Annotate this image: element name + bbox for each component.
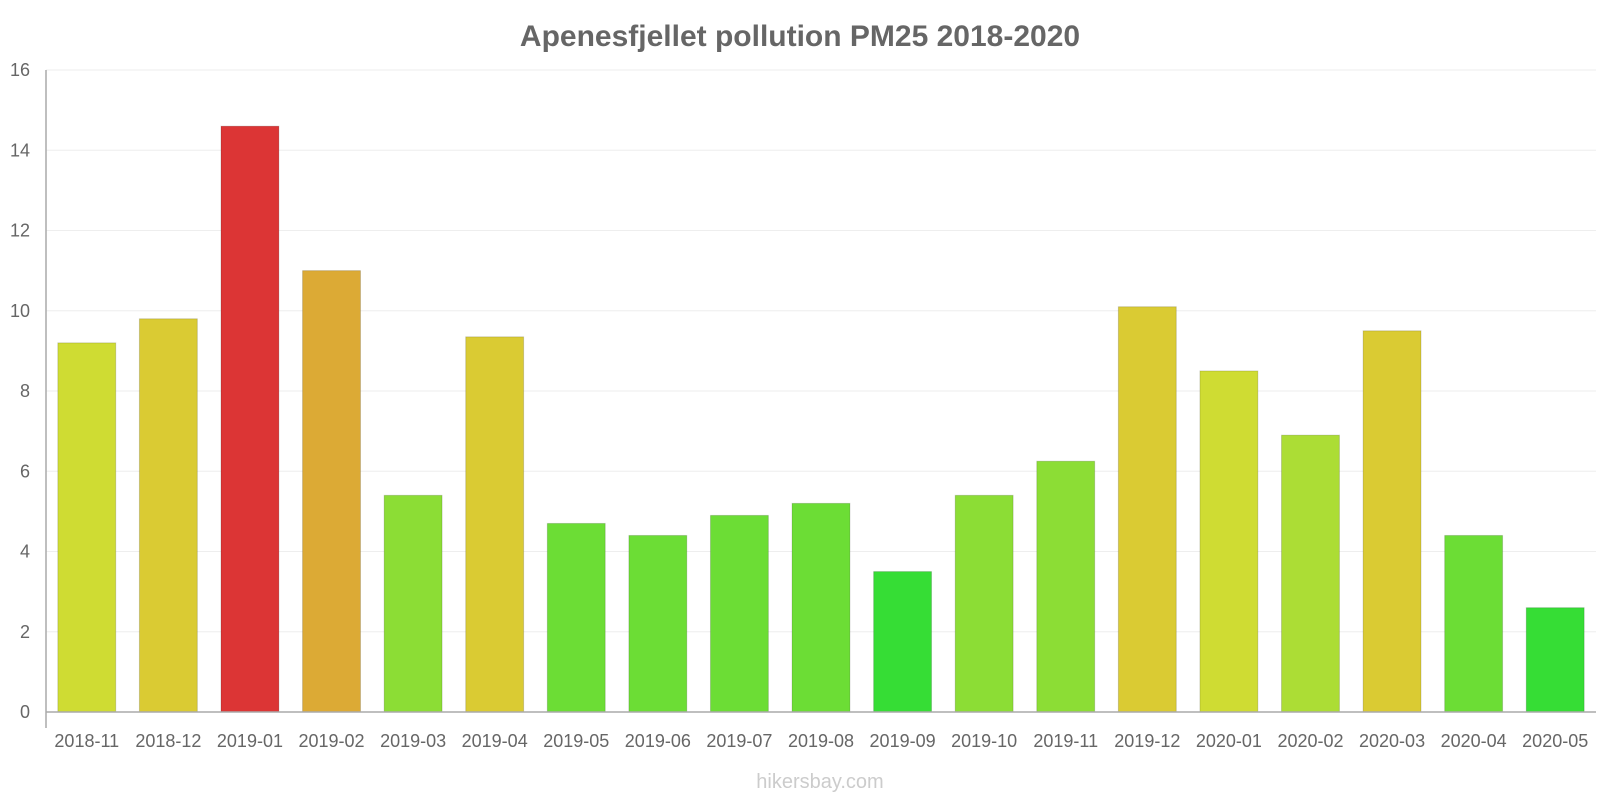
- x-tick-label: 2019-11: [1033, 731, 1098, 751]
- y-axis-ticks: 0 2 4 6 8 10 12 14 16: [10, 60, 30, 722]
- x-tick-label: 2019-07: [706, 731, 772, 751]
- x-tick-label: 2019-03: [380, 731, 446, 751]
- bar-2019-01[interactable]: [220, 125, 280, 713]
- x-tick-label: 2020-03: [1359, 731, 1425, 751]
- x-tick-label: 2020-01: [1196, 731, 1262, 751]
- x-tick-label: 2018-11: [54, 731, 119, 751]
- bar-2020-05[interactable]: [1525, 607, 1585, 713]
- bar-2019-03[interactable]: [383, 494, 443, 713]
- bar-2018-12[interactable]: [138, 318, 198, 713]
- y-tick-label: 14: [10, 140, 30, 160]
- bar-2020-01[interactable]: [1199, 370, 1259, 713]
- x-tick-label: 2019-06: [625, 731, 691, 751]
- bar-2019-10[interactable]: [954, 494, 1014, 713]
- x-tick-label: 2019-08: [788, 731, 854, 751]
- bar-2019-08[interactable]: [791, 502, 851, 713]
- bar-2019-12[interactable]: [1117, 306, 1177, 713]
- bar-2019-02[interactable]: [302, 270, 361, 713]
- bar-2019-11[interactable]: [1036, 460, 1096, 713]
- y-tick-label: 10: [10, 301, 30, 321]
- chart-title: Apenesfjellet pollution PM25 2018-2020: [520, 20, 1080, 53]
- y-tick-label: 2: [20, 622, 30, 642]
- bar-2019-09[interactable]: [873, 571, 933, 713]
- x-tick-label: 2020-04: [1441, 731, 1507, 751]
- y-tick-label: 0: [20, 702, 30, 722]
- y-tick-label: 8: [20, 381, 30, 401]
- bar-2020-04[interactable]: [1444, 534, 1504, 713]
- x-tick-label: 2019-04: [462, 731, 528, 751]
- y-tick-label: 12: [10, 221, 30, 241]
- watermark: hikersbay.com: [756, 771, 883, 793]
- x-tick-label: 2019-12: [1114, 731, 1180, 751]
- x-tick-label: 2020-02: [1277, 731, 1343, 751]
- x-tick-label: 2019-02: [298, 731, 364, 751]
- x-axis-ticks: 2018-11 2018-12 2019-01 2019-02 2019-03 2019-…: [54, 731, 1588, 751]
- bar-2019-05[interactable]: [546, 522, 606, 713]
- bar-2020-03[interactable]: [1362, 330, 1422, 713]
- x-tick-label: 2019-01: [217, 731, 283, 751]
- x-tick-label: 2018-12: [135, 731, 201, 751]
- bar-2019-07[interactable]: [709, 514, 769, 713]
- y-tick-label: 16: [10, 60, 30, 80]
- y-tick-label: 6: [20, 461, 30, 481]
- bars: [57, 125, 1585, 713]
- x-tick-label: 2019-09: [870, 731, 936, 751]
- y-tick-label: 4: [20, 542, 30, 562]
- bar-2020-02[interactable]: [1281, 434, 1340, 713]
- x-tick-label: 2020-05: [1522, 731, 1588, 751]
- bar-2019-04[interactable]: [465, 336, 525, 713]
- bar-2019-06[interactable]: [628, 534, 688, 713]
- x-tick-label: 2019-10: [951, 731, 1017, 751]
- bar-2018-11[interactable]: [57, 342, 117, 713]
- x-tick-label: 2019-05: [543, 731, 609, 751]
